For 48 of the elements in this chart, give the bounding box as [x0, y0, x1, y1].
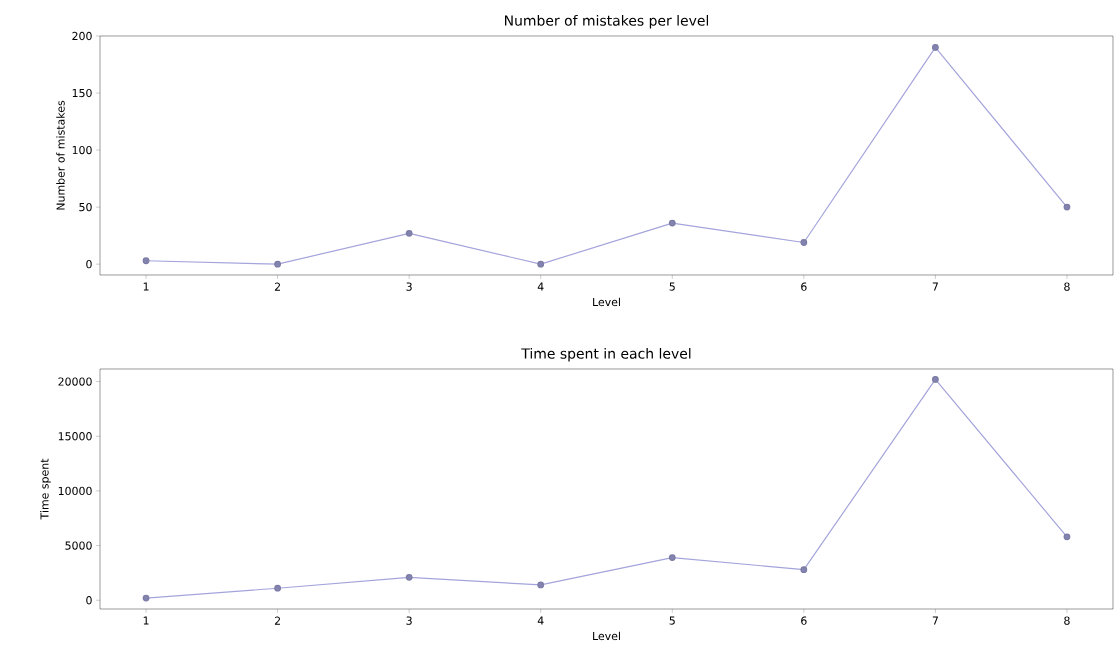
- x-tick-label: 1: [143, 616, 149, 625]
- x-axis-title: Level: [593, 297, 620, 307]
- y-tick-label: 200: [72, 31, 92, 41]
- y-tick-label: 0: [86, 596, 92, 605]
- x-tick-label: 6: [801, 616, 807, 625]
- y-axis-title: Time spent: [40, 458, 51, 520]
- x-tick-label: 1: [143, 282, 149, 291]
- point: [537, 581, 545, 589]
- point: [142, 594, 150, 602]
- x-axis-title: Level: [593, 631, 620, 641]
- point: [142, 257, 150, 265]
- point: [931, 44, 939, 51]
- point: [274, 260, 281, 268]
- y-tick-label: 20000: [58, 377, 92, 386]
- y-tick-label: 10000: [58, 486, 92, 496]
- x-tick-label: 4: [537, 282, 544, 291]
- x-tick-label: 4: [537, 616, 544, 625]
- x-tick-label: 8: [1064, 282, 1070, 291]
- chart-title: Time spent in each level: [521, 348, 691, 362]
- point: [274, 584, 281, 592]
- y-tick-label: 100: [72, 145, 92, 155]
- x-tick-label: 7: [932, 616, 938, 625]
- point: [668, 554, 676, 562]
- x-tick-label: 5: [669, 282, 675, 291]
- y-tick-label: 50: [79, 202, 92, 212]
- x-tick-label: 2: [274, 282, 280, 291]
- x-tick-label: 3: [406, 282, 412, 291]
- x-tick-label: 2: [274, 616, 280, 625]
- y-tick-label: 15000: [58, 432, 92, 441]
- y-tick-label: 5000: [65, 541, 92, 550]
- y-axis-title: Number of mistakes: [56, 100, 65, 210]
- point: [800, 239, 808, 246]
- point: [405, 229, 413, 237]
- chart-title: Number of mistakes per level: [505, 15, 709, 29]
- point: [931, 375, 939, 383]
- x-tick-label: 3: [406, 616, 412, 625]
- point: [800, 566, 808, 574]
- point: [537, 260, 545, 268]
- point: [668, 219, 676, 227]
- point: [405, 573, 413, 581]
- x-tick-label: 7: [932, 282, 938, 291]
- x-tick-label: 8: [1064, 616, 1070, 625]
- y-tick-label: 0: [86, 260, 92, 269]
- x-tick-label: 5: [669, 616, 675, 625]
- y-tick-label: 150: [72, 88, 92, 98]
- x-tick-label: 6: [801, 282, 807, 291]
- point: [1063, 203, 1071, 211]
- point: [1063, 533, 1071, 541]
